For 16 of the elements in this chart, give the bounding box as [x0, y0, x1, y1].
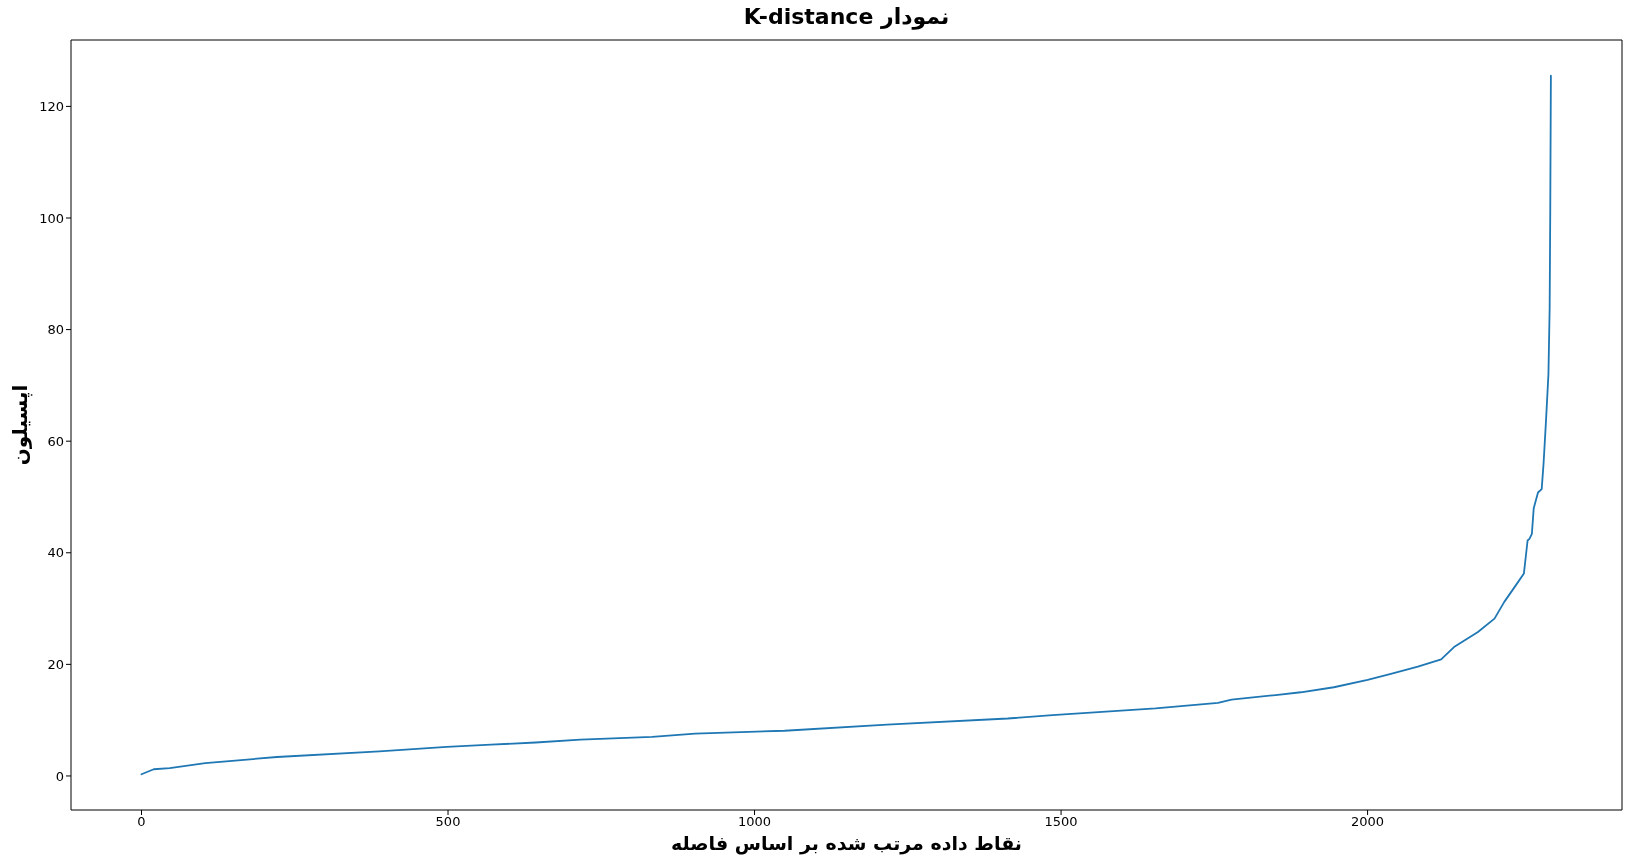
x-axis-title: نقاط داده مرتب شده بر اساس فاصله: [670, 832, 1023, 854]
y-axis-title: اپسیلون: [8, 384, 32, 466]
x-tick-label: 500: [435, 814, 461, 830]
chart-title: نمودار K-distance: [742, 4, 951, 29]
y-tick-label: 40: [47, 545, 64, 561]
x-tick-label: 2000: [1351, 814, 1385, 830]
y-tick-label: 60: [47, 433, 64, 449]
x-tick-label: 1000: [738, 814, 772, 830]
y-tick-label: 120: [39, 99, 64, 115]
y-tick-label: 0: [55, 768, 64, 784]
x-tick-label: 0: [137, 814, 146, 830]
line-series: [140, 74, 1552, 776]
x-tick-label: 1500: [1044, 814, 1078, 830]
y-tick-label: 20: [47, 656, 64, 672]
y-tick-label: 100: [39, 210, 64, 226]
y-tick-label: 80: [47, 322, 64, 338]
